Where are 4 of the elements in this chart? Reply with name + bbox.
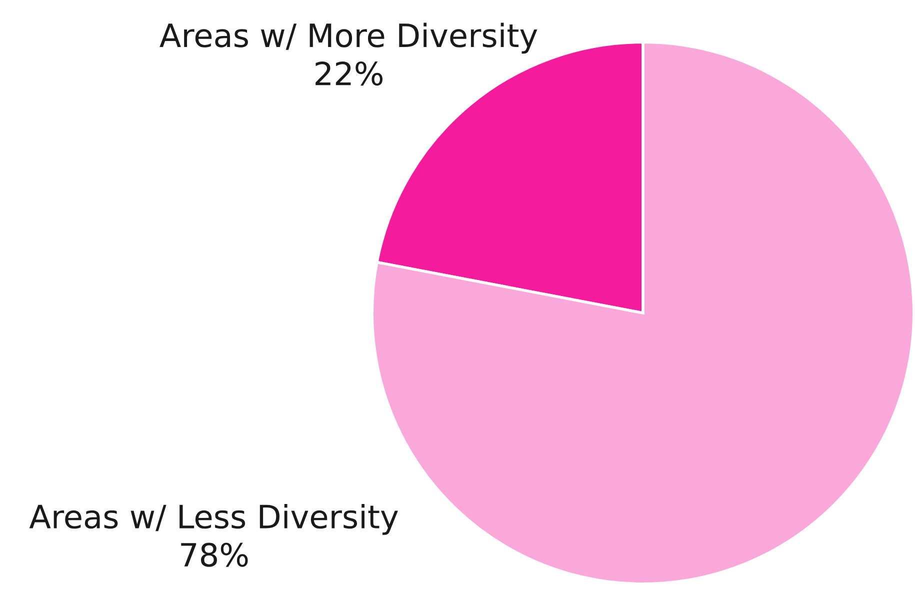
data-label: 78% bbox=[181, 542, 248, 567]
data-label: 22% bbox=[316, 61, 382, 86]
slice-label: Areas w/ Less Diversity bbox=[29, 504, 398, 535]
slice-label: Areas w/ More Diversity bbox=[160, 22, 538, 54]
